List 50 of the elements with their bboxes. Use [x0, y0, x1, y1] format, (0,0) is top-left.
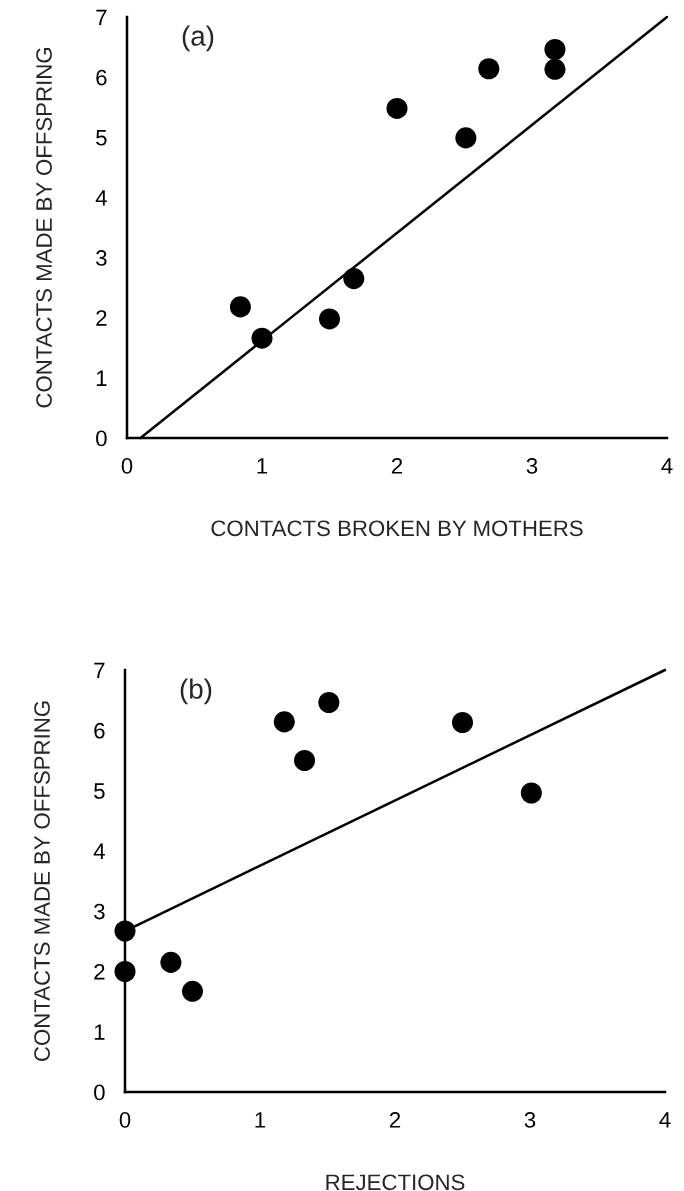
y-tick-label: 3 [96, 250, 107, 266]
x-tick-label: 1 [257, 458, 268, 474]
y-tick-label: 4 [95, 190, 107, 206]
y-tick-label: 0 [94, 1084, 105, 1101]
y-tick-label: 3 [94, 903, 105, 920]
x-tick-label: 2 [389, 1112, 401, 1128]
point [318, 692, 340, 714]
point [318, 308, 341, 330]
x-axis-title: CONTACTS BROKEN BY MOTHERS [211, 520, 583, 537]
point [181, 980, 204, 1002]
point [451, 711, 474, 733]
annotation: (b) [180, 678, 212, 705]
y-tick-label: 5 [94, 783, 105, 799]
y-axis-title: CONTACTS MADE BY OFFSPRING [36, 48, 52, 408]
y-tick-label: 2 [96, 310, 107, 326]
x-tick-label: 3 [524, 1112, 536, 1128]
y-tick-label: 7 [96, 9, 107, 26]
x-tick-label: 0 [121, 458, 133, 474]
point [114, 920, 136, 942]
point [386, 97, 408, 119]
x-tick-label: 2 [391, 458, 403, 474]
y-tick-label: 4 [93, 843, 105, 859]
point [544, 58, 566, 80]
y-tick-label: 7 [94, 662, 105, 679]
annotation: (a) [182, 25, 214, 52]
y-tick-label: 5 [96, 130, 107, 146]
x-tick-label: 4 [659, 1112, 671, 1128]
point [544, 38, 566, 61]
y-tick-label: 6 [96, 69, 107, 86]
point [160, 951, 182, 973]
point [251, 327, 273, 349]
point [229, 296, 251, 318]
x-axis-title: REJECTIONS [326, 1174, 465, 1191]
x-tick-label: 1 [255, 1112, 266, 1128]
y-tick-label: 6 [94, 722, 105, 739]
y-axis-title: CONTACTS MADE BY OFFSPRING [34, 701, 50, 1061]
x-tick-label: 4 [661, 458, 673, 474]
x-tick-label: 0 [119, 1112, 131, 1128]
y-tick-label: 1 [94, 1024, 105, 1040]
y-tick-label: 1 [96, 370, 107, 386]
point [343, 268, 365, 290]
y-tick-label: 0 [96, 430, 107, 447]
point [114, 960, 136, 982]
point [455, 127, 477, 149]
point [273, 711, 295, 733]
point [478, 58, 500, 80]
y-tick-label: 2 [94, 963, 105, 980]
x-tick-label: 3 [526, 458, 538, 474]
point [294, 749, 316, 771]
point [520, 782, 542, 804]
